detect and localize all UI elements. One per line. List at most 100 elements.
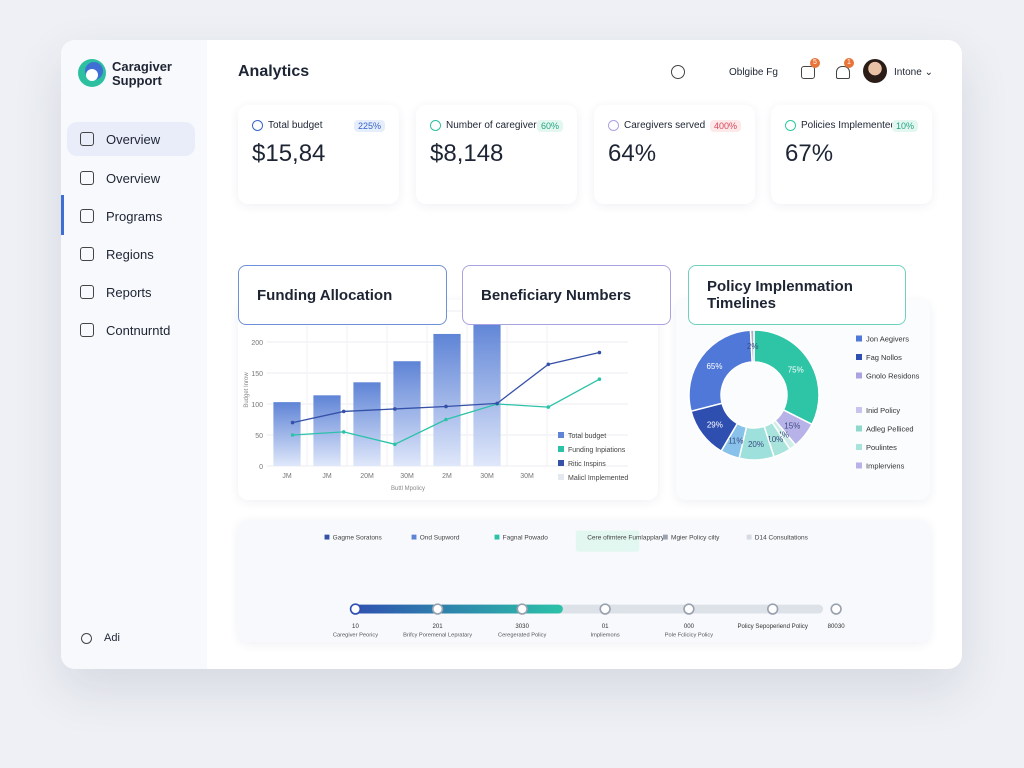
node-top: 80030 — [828, 623, 846, 630]
nav-icon — [80, 171, 94, 185]
timeline-node[interactable] — [431, 603, 444, 615]
line-point — [495, 401, 499, 406]
legend-swatch — [856, 444, 862, 450]
legend-label: Implerviens — [866, 462, 905, 471]
legend-swatch — [856, 335, 862, 342]
slice-label: 2% — [747, 342, 759, 351]
legend-label: Cere ofimtere Fumlapplary — [587, 535, 665, 542]
nav-item[interactable]: Overview — [67, 161, 195, 195]
x-tick-label: 30M — [480, 473, 494, 480]
timeline-node[interactable] — [767, 603, 779, 615]
legend-swatch — [662, 534, 668, 540]
sidebar-user[interactable]: Adi — [81, 632, 120, 644]
legend-swatch — [324, 534, 330, 540]
legend-swatch — [856, 407, 862, 413]
legend-label: Ond Supword — [420, 535, 460, 542]
x-tick-label: 30M — [400, 473, 414, 480]
nav-item[interactable]: Reports — [67, 275, 195, 309]
kpi-icon — [252, 120, 263, 131]
kpi-card: Policies Implemented 10% 67% — [771, 105, 932, 204]
brand-line: Support — [112, 73, 162, 88]
node-top: 10 — [352, 623, 359, 630]
legend-swatch — [558, 446, 564, 452]
legend-swatch — [856, 354, 862, 360]
nav-label: Overview — [106, 170, 161, 186]
slice-label: 15% — [784, 422, 800, 431]
nav-icon — [80, 247, 94, 261]
legend-swatch — [558, 474, 564, 480]
line-point — [546, 362, 551, 367]
nav-item[interactable]: Programs — [67, 199, 195, 233]
message-icon[interactable] — [801, 66, 815, 79]
nav-label: Regions — [106, 246, 154, 262]
node-top: 3030 — [515, 623, 529, 630]
legend-label: Fagnal Powado — [503, 535, 549, 542]
kpi-change: 225% — [353, 120, 385, 132]
line-point — [290, 433, 295, 437]
y-tick-label: 0 — [259, 464, 263, 471]
nav-icon — [80, 132, 94, 146]
legend-label: Adleg Pelliced — [866, 425, 914, 434]
line-point — [444, 417, 448, 422]
nav-label: Reports — [106, 284, 152, 300]
node-label: Pole Fclicicy Policy — [665, 632, 714, 638]
line-point — [597, 377, 602, 381]
profile-menu[interactable]: Intone ⌄ — [894, 67, 933, 78]
legend-label: Ritic Inspins — [568, 461, 606, 468]
slice-label: 75% — [788, 365, 804, 374]
kpi-value: 64% — [608, 140, 657, 167]
badge: 5 — [810, 58, 820, 68]
bell-icon[interactable] — [836, 66, 850, 79]
node-top: Policy Sepoperiend Policy — [737, 623, 808, 630]
y-tick-label: 50 — [255, 433, 263, 440]
nav-item[interactable]: Overview — [67, 122, 195, 156]
kpi-value: $15,84 — [252, 140, 326, 167]
nav-icon — [80, 285, 94, 299]
kpi-change: 400% — [709, 120, 741, 132]
line-point — [341, 430, 346, 434]
slice-label: 11% — [728, 436, 743, 445]
timeline-node[interactable] — [349, 603, 362, 615]
timeline-node[interactable] — [516, 603, 528, 615]
y-axis-label: Budget Inrow — [244, 372, 250, 408]
line-point — [393, 407, 397, 411]
legend-label: Jon Aegivers — [866, 335, 909, 344]
node-top: 01 — [602, 623, 609, 630]
x-tick-label: 30M — [520, 473, 534, 480]
timeline-panel: Gagme Soratons Ond Supword Fagnal Powado Ce… — [238, 520, 930, 642]
legend-label: Inid Policy — [866, 406, 900, 415]
kpi-card: Caregivers served 400% 64% — [594, 105, 755, 204]
x-tick-label: JM — [282, 473, 292, 480]
timeline-node[interactable] — [599, 603, 611, 615]
legend-swatch — [494, 534, 500, 540]
donut-panel: 75%15%4%10%20%11%29%65%2%LedamborsJon Ae… — [676, 300, 930, 500]
kpi-label: Policies Implemented — [801, 120, 897, 131]
kpi-label: Caregivers served — [624, 120, 706, 131]
donut-slice — [688, 329, 753, 413]
tab[interactable]: Funding Allocation — [238, 265, 447, 325]
tab[interactable]: Policy Implenmation Timelines — [688, 265, 906, 325]
legend-label: Malicl Implemented — [568, 475, 628, 482]
tab[interactable]: Beneficiary Numbers — [462, 265, 671, 325]
nav-label: Programs — [106, 208, 163, 224]
search-icon[interactable] — [671, 65, 685, 79]
user-label[interactable]: Oblgibe Fg — [729, 67, 778, 78]
profile-name: Intone — [894, 67, 922, 78]
avatar[interactable] — [863, 59, 887, 83]
timeline-node[interactable] — [683, 603, 695, 615]
user-name: Adi — [104, 632, 120, 644]
legend-label: Fag Nollos — [866, 353, 902, 362]
nav-item[interactable]: Contnurntd — [67, 313, 195, 347]
bar — [353, 382, 381, 466]
donut-slice — [753, 329, 820, 426]
kpi-change: 60% — [536, 120, 563, 132]
brand: Caragiver Support — [112, 60, 172, 88]
nav-item[interactable]: Regions — [67, 237, 195, 271]
kpi-card: Number of caregivers 60% $8,148 — [416, 105, 577, 204]
legend-swatch — [558, 432, 564, 438]
app-window: Caragiver Support Adi Analytics Oblgibe … — [61, 40, 962, 669]
track-progress — [351, 604, 563, 614]
bar — [273, 402, 301, 466]
timeline-node[interactable] — [830, 603, 842, 615]
